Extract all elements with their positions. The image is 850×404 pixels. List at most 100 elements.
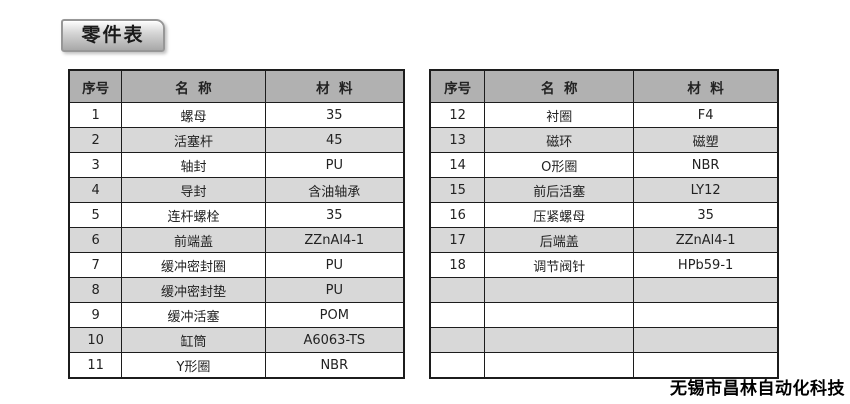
- cell-part-name: 缓冲密封圈: [121, 252, 266, 278]
- table-row: [429, 327, 779, 353]
- cell-material: NBR: [264, 352, 405, 379]
- cell-part-name: Y形圈: [121, 352, 266, 379]
- cell-part-name: 活塞杆: [121, 127, 266, 153]
- cell-part-name: 前后活塞: [484, 177, 635, 203]
- cell-serial-number: 7: [68, 252, 123, 278]
- cell-material: 35: [264, 202, 405, 228]
- cell-part-name: 缓冲密封垫: [121, 277, 266, 303]
- table-row: 2 活塞杆 45: [68, 127, 405, 153]
- cell-serial-number: 1: [68, 102, 123, 128]
- cell-material: [633, 302, 779, 328]
- cell-material: PU: [264, 277, 405, 303]
- cell-material: ZZnAl4-1: [264, 227, 405, 253]
- cell-material: [633, 352, 779, 379]
- cell-material: 磁塑: [633, 127, 779, 153]
- cell-material: PU: [264, 152, 405, 178]
- cell-serial-number: 3: [68, 152, 123, 178]
- cell-material: A6063-TS: [264, 327, 405, 353]
- cell-serial-number: [429, 352, 486, 379]
- table-row: 4 导封 含油轴承: [68, 177, 405, 203]
- cell-part-name: [484, 277, 635, 303]
- cell-material: PU: [264, 252, 405, 278]
- cell-material: HPb59-1: [633, 252, 779, 278]
- cell-serial-number: [429, 302, 486, 328]
- cell-part-name: 连杆螺栓: [121, 202, 266, 228]
- cell-serial-number: 15: [429, 177, 486, 203]
- cell-serial-number: 10: [68, 327, 123, 353]
- cell-serial-number: 14: [429, 152, 486, 178]
- table-row: [429, 352, 779, 379]
- cell-serial-number: [429, 327, 486, 353]
- cell-material: LY12: [633, 177, 779, 203]
- cell-part-name: 前端盖: [121, 227, 266, 253]
- cell-part-name: 缸筒: [121, 327, 266, 353]
- cell-part-name: 导封: [121, 177, 266, 203]
- cell-material: 35: [264, 102, 405, 128]
- table-row: 1 螺母 35: [68, 102, 405, 128]
- table-row: 9 缓冲活塞 POM: [68, 302, 405, 328]
- table-row: [429, 277, 779, 303]
- cell-serial-number: 11: [68, 352, 123, 379]
- table-row: 11 Y形圈 NBR: [68, 352, 405, 379]
- cell-part-name: [484, 302, 635, 328]
- parts-list-title-text: 零件表: [81, 24, 145, 46]
- cell-serial-number: 5: [68, 202, 123, 228]
- table-row: 7 缓冲密封圈 PU: [68, 252, 405, 278]
- table-row: 12 衬圈 F4: [429, 102, 779, 128]
- cell-material: 35: [633, 202, 779, 228]
- cell-part-name: 缓冲活塞: [121, 302, 266, 328]
- table-row: 5 连杆螺栓 35: [68, 202, 405, 228]
- table-row: 16 压紧螺母 35: [429, 202, 779, 228]
- table-header-cell: 材 料: [264, 69, 405, 103]
- table-row: 8 缓冲密封垫 PU: [68, 277, 405, 303]
- cell-material: POM: [264, 302, 405, 328]
- table-row: 15 前后活塞 LY12: [429, 177, 779, 203]
- cell-part-name: 磁环: [484, 127, 635, 153]
- table-header-cell: 名 称: [121, 69, 266, 103]
- table-row: 17 后端盖 ZZnAl4-1: [429, 227, 779, 253]
- table-header-cell: 序号: [429, 69, 486, 103]
- cell-material: 含油轴承: [264, 177, 405, 203]
- table-row: 13 磁环 磁塑: [429, 127, 779, 153]
- footer-company-name: 无锡市昌林自动化科技: [670, 379, 845, 399]
- table-row: 14 O形圈 NBR: [429, 152, 779, 178]
- cell-part-name: [484, 327, 635, 353]
- cell-serial-number: 8: [68, 277, 123, 303]
- cell-part-name: 调节阀针: [484, 252, 635, 278]
- parts-list-title-badge: 零件表: [61, 19, 165, 52]
- cell-part-name: 衬圈: [484, 102, 635, 128]
- cell-serial-number: 13: [429, 127, 486, 153]
- cell-serial-number: 9: [68, 302, 123, 328]
- cell-material: F4: [633, 102, 779, 128]
- table-row: 18 调节阀针 HPb59-1: [429, 252, 779, 278]
- cell-serial-number: 4: [68, 177, 123, 203]
- cell-serial-number: 16: [429, 202, 486, 228]
- cell-material: [633, 327, 779, 353]
- table-header-cell: 序号: [68, 69, 123, 103]
- cell-serial-number: 12: [429, 102, 486, 128]
- table-header-row: 序号名 称材 料: [429, 69, 779, 103]
- cell-material: 45: [264, 127, 405, 153]
- parts-table-left: 序号名 称材 料 1 螺母 35 2 活塞杆 45 3 轴封 PU 4 导封 含油轴承 5 连杆螺栓 35 6 前…: [68, 69, 405, 379]
- cell-serial-number: 6: [68, 227, 123, 253]
- cell-part-name: [484, 352, 635, 379]
- table-row: 6 前端盖 ZZnAl4-1: [68, 227, 405, 253]
- table-header-cell: 材 料: [633, 69, 779, 103]
- cell-part-name: O形圈: [484, 152, 635, 178]
- cell-material: [633, 277, 779, 303]
- cell-serial-number: 18: [429, 252, 486, 278]
- table-row: 10 缸筒 A6063-TS: [68, 327, 405, 353]
- cell-part-name: 轴封: [121, 152, 266, 178]
- cell-serial-number: 17: [429, 227, 486, 253]
- parts-table-right: 序号名 称材 料 12 衬圈 F4 13 磁环 磁塑 14 O形圈 NBR 15 前后活塞 LY12 16…: [429, 69, 779, 379]
- table-header-cell: 名 称: [484, 69, 635, 103]
- cell-material: NBR: [633, 152, 779, 178]
- cell-serial-number: [429, 277, 486, 303]
- cell-part-name: 螺母: [121, 102, 266, 128]
- cell-serial-number: 2: [68, 127, 123, 153]
- cell-part-name: 后端盖: [484, 227, 635, 253]
- table-row: 3 轴封 PU: [68, 152, 405, 178]
- cell-material: ZZnAl4-1: [633, 227, 779, 253]
- table-header-row: 序号名 称材 料: [68, 69, 405, 103]
- cell-part-name: 压紧螺母: [484, 202, 635, 228]
